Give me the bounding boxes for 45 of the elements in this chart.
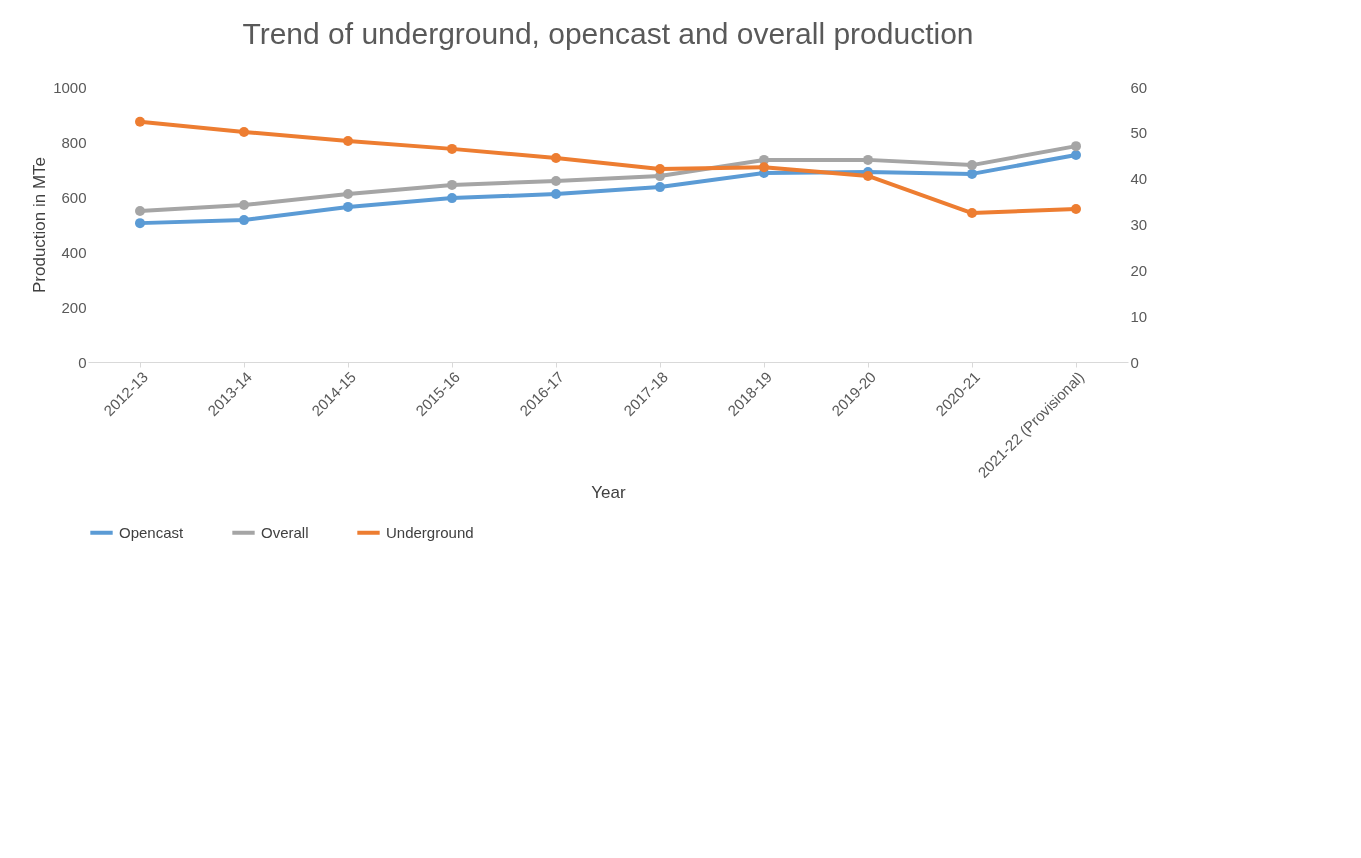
- point: [1071, 141, 1081, 152]
- y-tick-label: 1000: [53, 78, 87, 96]
- y2-tick-label: 60: [1130, 78, 1148, 96]
- point: [447, 179, 457, 190]
- y2-tick-label: 0: [1130, 353, 1139, 371]
- legend-label: Opencast: [119, 523, 185, 541]
- y-tick-label: 200: [61, 298, 87, 316]
- chart-title: Trend of underground, opencast and overall production: [242, 17, 974, 50]
- point: [1071, 203, 1081, 214]
- point: [551, 153, 561, 164]
- point: [551, 176, 561, 187]
- point: [967, 168, 977, 179]
- point: [655, 164, 665, 175]
- point: [863, 170, 873, 181]
- point: [967, 208, 977, 219]
- point: [135, 116, 145, 127]
- y-axis-title: Production in MTe: [30, 156, 50, 294]
- y2-tick-label: 30: [1130, 216, 1148, 233]
- y2-tick-label: 50: [1130, 124, 1148, 142]
- point: [967, 160, 977, 171]
- point: [239, 215, 249, 226]
- point: [655, 182, 665, 193]
- point: [447, 143, 457, 154]
- y-tick-label: 600: [61, 188, 87, 206]
- legend-label: Overall: [261, 523, 309, 541]
- y-tick-label: 0: [78, 353, 87, 371]
- y2-tick-label: 10: [1130, 307, 1148, 325]
- y-tick-label: 400: [61, 243, 87, 261]
- y2-tick-label: 40: [1130, 170, 1148, 188]
- point: [447, 193, 457, 204]
- point: [759, 162, 769, 173]
- point: [135, 206, 145, 217]
- point: [343, 188, 353, 199]
- x-axis-title: Year: [591, 482, 627, 502]
- point: [343, 201, 353, 212]
- point: [551, 188, 561, 199]
- y2-tick-label: 20: [1130, 261, 1148, 279]
- point: [135, 218, 145, 229]
- point: [1071, 149, 1081, 160]
- point: [343, 136, 353, 147]
- legend-label: Underground: [386, 523, 474, 541]
- point: [239, 199, 249, 210]
- y-tick-label: 800: [61, 133, 87, 151]
- point: [239, 126, 249, 137]
- point: [863, 154, 873, 165]
